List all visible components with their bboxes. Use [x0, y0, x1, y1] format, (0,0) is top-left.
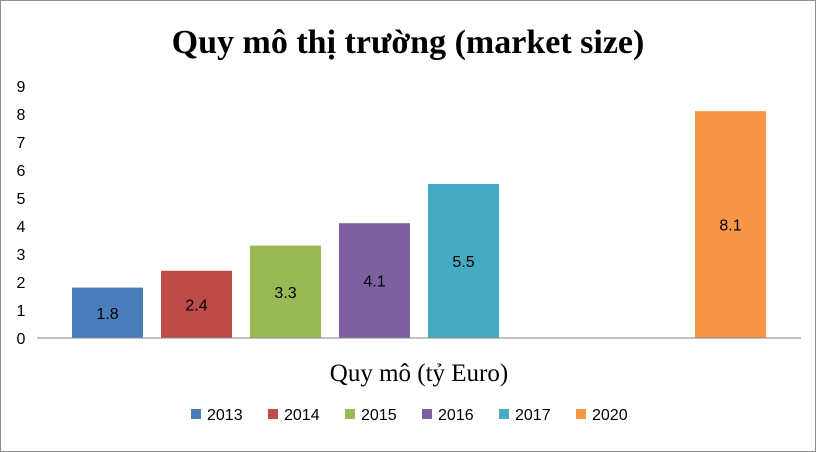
y-tick-label-7: 7 — [17, 135, 26, 152]
y-tick-label-9: 9 — [17, 79, 26, 96]
bar-2017 — [428, 184, 499, 338]
data-label-2015: 3.3 — [274, 285, 296, 302]
bar-2013 — [72, 287, 143, 338]
y-tick-label-6: 6 — [17, 163, 26, 180]
bar-2020 — [695, 111, 766, 338]
y-tick-label-2: 2 — [17, 275, 26, 292]
legend-label-2015: 2015 — [361, 407, 397, 424]
data-label-2016: 4.1 — [363, 274, 385, 291]
legend-label-2014: 2014 — [284, 407, 320, 424]
legend-label-2017: 2017 — [515, 407, 551, 424]
bar-2016 — [339, 223, 410, 338]
data-label-2020: 8.1 — [719, 218, 741, 235]
legend-label-2013: 2013 — [207, 407, 243, 424]
data-label-2017: 5.5 — [452, 254, 474, 271]
legend-swatch-2014 — [268, 409, 278, 419]
legend-swatch-2015 — [345, 409, 355, 419]
y-tick-label-0: 0 — [17, 331, 26, 348]
y-axis-ticks: 0 1 2 3 4 5 6 7 8 9 — [17, 79, 26, 348]
data-label-2014: 2.4 — [185, 297, 207, 314]
y-tick-label-3: 3 — [17, 247, 26, 264]
legend-swatch-2016 — [422, 409, 432, 419]
data-labels: 1.8 2.4 3.3 4.1 5.5 8.1 — [96, 218, 741, 323]
y-tick-label-8: 8 — [17, 107, 26, 124]
bars — [72, 111, 766, 338]
y-tick-label-4: 4 — [17, 219, 26, 236]
legend-label-2016: 2016 — [438, 407, 474, 424]
y-tick-label-5: 5 — [17, 191, 26, 208]
legend-label-2020: 2020 — [592, 407, 628, 424]
legend-swatch-2013 — [191, 409, 201, 419]
legend-swatch-2017 — [499, 409, 509, 419]
chart-title: Quy mô thị trường (market size) — [172, 24, 645, 61]
x-axis-label: Quy mô (tỷ Euro) — [330, 360, 508, 387]
y-tick-label-1: 1 — [17, 303, 26, 320]
legend-swatch-2020 — [576, 409, 586, 419]
bar-2015 — [250, 245, 321, 338]
legend: 2013 2014 2015 2016 2017 2020 — [191, 407, 628, 424]
bar-2014 — [161, 270, 232, 338]
data-label-2013: 1.8 — [96, 306, 118, 323]
